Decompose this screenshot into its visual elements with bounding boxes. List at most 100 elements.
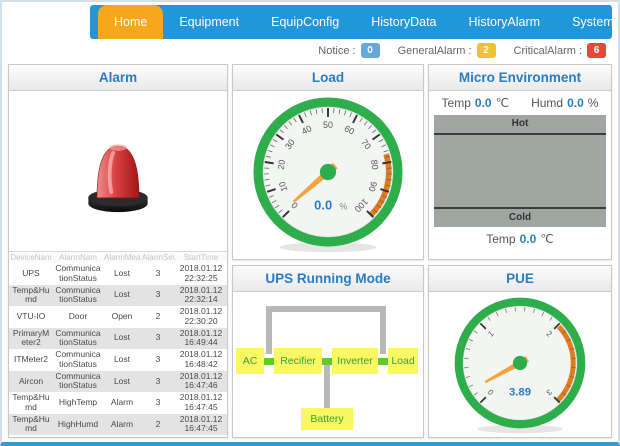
bottom-temp-label: Temp xyxy=(486,232,516,246)
alarm-table-cell: Lost xyxy=(113,267,131,278)
tab-equipment[interactable]: Equipment xyxy=(179,15,240,29)
alarm-table-cell: UPS xyxy=(22,267,40,278)
temp-value: 0.0 xyxy=(474,96,492,110)
micro-env-bottom-reading: Temp 0.0 ℃ xyxy=(429,227,611,251)
alarm-table-cell: 2 xyxy=(155,418,161,429)
alarm-table-cell: 2018.01.12 22:32:25 xyxy=(179,263,223,283)
alarm-beacon-box xyxy=(9,91,227,251)
micro-env-panel-header: Micro Environment xyxy=(429,65,611,91)
ups-node-row: AC Recifier Inverter Load xyxy=(236,348,418,374)
status-group-critical-alarm: CriticalAlarm : 6 xyxy=(514,43,606,58)
alarm-table-row: PrimaryMeter2 CommunicationStatus Lost 3 201… xyxy=(9,327,227,350)
right-column: Micro Environment Temp 0.0 ℃ Humd 0.0 % … xyxy=(428,64,612,438)
ups-node-ac: AC xyxy=(236,348,264,374)
alarm-col-header: AlarmSeve xyxy=(141,252,175,263)
tab-historydata[interactable]: HistoryData xyxy=(371,15,437,29)
load-panel-header: Load xyxy=(233,65,423,91)
pue-panel: PUE 0 1 2 3 3.89 xyxy=(428,265,612,438)
load-panel-title: Load xyxy=(311,70,345,85)
temp-unit: ℃ xyxy=(495,96,510,110)
alarm-beacon-icon xyxy=(88,144,148,213)
alarm-table-cell: Alarm xyxy=(110,397,134,408)
tab-equipconfig[interactable]: EquipConfig xyxy=(271,15,340,29)
alarm-table-cell: 3 xyxy=(155,332,161,343)
nav-bar: Home Equipment EquipConfig HistoryData Histo… xyxy=(90,5,614,39)
alarm-table-cell: 2018.01.12 16:47:46 xyxy=(179,370,223,391)
ups-panel-header: UPS Running Mode xyxy=(233,266,423,292)
humd-label: Humd xyxy=(531,96,564,110)
ups-node-recifier: Recifier xyxy=(274,348,322,374)
alarm-table-cell: CommunicationStatus xyxy=(55,284,101,305)
alarm-panel-header: Alarm xyxy=(9,65,227,91)
micro-env-top-readings: Temp 0.0 ℃ Humd 0.0 % xyxy=(429,91,611,115)
ups-node-battery: Battery xyxy=(301,408,353,430)
alarm-table-cell: Temp&Humd xyxy=(12,413,50,434)
ups-connector-1 xyxy=(264,357,274,365)
status-badge-general-alarm: 2 xyxy=(476,43,496,58)
alarm-table-cell: PrimaryMeter2 xyxy=(12,327,50,348)
status-label-critical-alarm: CriticalAlarm : xyxy=(513,44,582,57)
alarm-table-header-row: DeviceNamAlarmNamAlarmMeaAlarmSeveStartT… xyxy=(9,252,227,263)
status-group-general-alarm: GeneralAlarm : 2 xyxy=(398,43,496,58)
alarm-table-cell: 2018.01.12 16:48:42 xyxy=(179,349,223,369)
pue-panel-title: PUE xyxy=(506,271,534,286)
alarm-table-cell: 2018.01.12 22:32:14 xyxy=(179,284,223,305)
status-badge-critical-alarm: 6 xyxy=(587,43,606,58)
ups-panel: UPS Running Mode AC Recifier Inverter Lo xyxy=(232,265,424,438)
alarm-table-cell: CommunicationStatus xyxy=(55,263,101,283)
svg-text:20: 20 xyxy=(276,159,287,170)
alarm-table-row: Temp&Humd HighTemp Alarm 3 2018.01.12 16:47:… xyxy=(9,392,227,414)
micro-env-panel: Micro Environment Temp 0.0 ℃ Humd 0.0 % … xyxy=(428,64,612,260)
status-label-general-alarm: GeneralAlarm : xyxy=(397,44,472,57)
alarm-table: DeviceNamAlarmNamAlarmMeaAlarmSeveStartT… xyxy=(9,252,227,436)
ups-node-load: Load xyxy=(388,348,418,374)
alarm-table-cell: Temp&Humd xyxy=(12,284,50,305)
status-label-notice: Notice : xyxy=(318,44,356,57)
dashboard-grid: Alarm xyxy=(2,62,618,442)
alarm-table-cell: Lost xyxy=(113,354,131,364)
svg-text:%: % xyxy=(339,201,347,211)
alarm-col-header: StartTime xyxy=(175,252,227,263)
alarm-table-row: Aircon CommunicationStatus Lost 3 2018.01.12… xyxy=(9,370,227,393)
alarm-table-cell: 2018.01.12 16:47:45 xyxy=(179,392,223,412)
svg-text:70: 70 xyxy=(359,137,373,151)
alarm-table-cell: 3 xyxy=(155,354,161,364)
tab-historyalarm[interactable]: HistoryAlarm xyxy=(468,15,541,29)
aisle-map: Hot Cold xyxy=(434,115,606,227)
alarm-table-row: VTU-IO Door Open 2 2018.01.12 22:30:20 xyxy=(9,306,227,328)
ups-bypass-line-right xyxy=(380,306,386,354)
pue-gauge: 0 1 2 3 3.89 xyxy=(454,297,586,434)
ups-connector-3 xyxy=(378,357,388,365)
svg-text:0: 0 xyxy=(486,387,496,397)
alarm-table-row: ITMeter2 CommunicationStatus Lost 3 2018.01.… xyxy=(9,349,227,371)
alarm-table-cell: CommunicationStatus xyxy=(55,370,101,391)
ups-bypass-line-left xyxy=(266,306,272,354)
status-group-notice: Notice : 0 xyxy=(318,43,380,58)
svg-text:0.0: 0.0 xyxy=(314,197,332,212)
alarm-table-cell: CommunicationStatus xyxy=(55,349,101,369)
alarm-table-cell: Aircon xyxy=(18,375,44,386)
cold-aisle-label: Cold xyxy=(434,207,606,227)
svg-text:3.89: 3.89 xyxy=(509,387,531,399)
svg-text:80: 80 xyxy=(369,159,380,170)
svg-text:0: 0 xyxy=(289,200,300,211)
ups-node-inverter: Inverter xyxy=(332,348,378,374)
tab-home[interactable]: Home xyxy=(98,5,164,39)
alarm-table-cell: 3 xyxy=(155,397,161,408)
svg-text:90: 90 xyxy=(367,180,380,193)
alarm-table-cell: 2018.01.12 16:47:45 xyxy=(179,413,223,434)
middle-column: Load 0 10 20 30 40 50 60 70 80 90 100 0.0% UPS Runn… xyxy=(232,64,424,438)
alarm-col-header: AlarmNam xyxy=(53,252,103,263)
tab-system[interactable]: System xyxy=(572,15,614,29)
alarm-table-cell: Open xyxy=(111,310,133,321)
alarm-table-cell: Lost xyxy=(113,332,131,343)
pue-panel-header: PUE xyxy=(429,266,611,292)
alarm-table-cell: 3 xyxy=(155,289,161,300)
alarm-table-row: Temp&Humd HighHumd Alarm 2 2018.01.12 16:47:… xyxy=(9,413,227,436)
alarm-table-cell: HighHumd xyxy=(57,418,99,429)
hot-aisle-label: Hot xyxy=(434,115,606,135)
alarm-col-header: DeviceNam xyxy=(9,252,53,263)
pue-gauge-box: 0 1 2 3 3.89 xyxy=(429,292,611,434)
load-panel: Load 0 10 20 30 40 50 60 70 80 90 100 0.0% xyxy=(232,64,424,260)
